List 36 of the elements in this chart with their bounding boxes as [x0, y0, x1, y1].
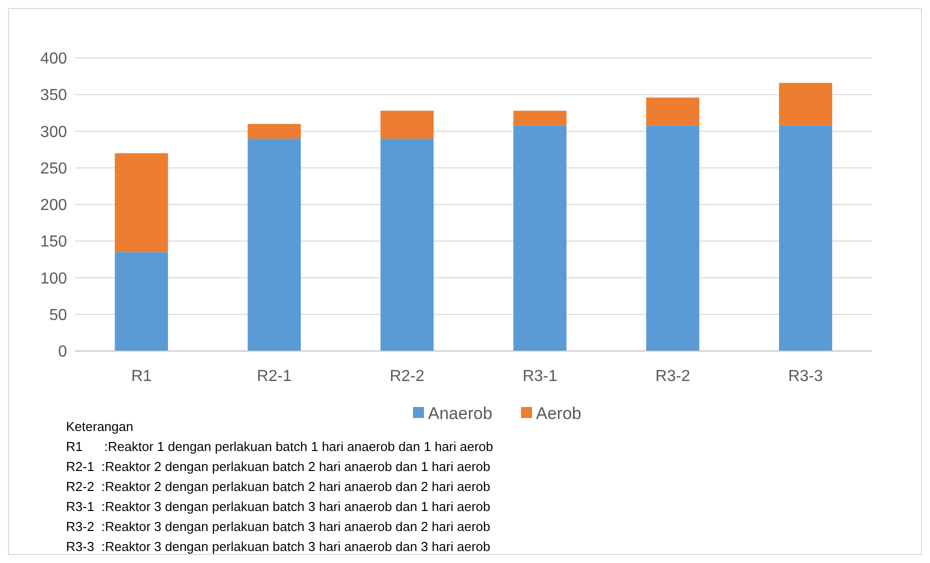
- y-tick-label: 0: [58, 344, 68, 361]
- text: R3-2 :Reaktor 3 dengan perlakuan batch 3 hari anaerob dan 2 hari aerob: [66, 519, 490, 534]
- x-tick-label: R2-2: [390, 368, 425, 385]
- x-tick-label: R3-2: [655, 368, 690, 385]
- y-tick-label: 50: [49, 306, 68, 324]
- bar: [380, 138, 434, 351]
- text: Keterangan: [66, 419, 134, 434]
- bar: [114, 153, 168, 252]
- text: R3-1 :Reaktor 3 dengan perlakuan batch 3 hari anaerob dan 1 hari aerob: [66, 499, 490, 514]
- x-tick-label: R3-3: [788, 368, 824, 385]
- bar: [114, 252, 168, 351]
- y-tick-label: 150: [40, 234, 68, 251]
- x-tick-label: R3-1: [522, 368, 558, 385]
- bar: [513, 110, 566, 126]
- y-tick-label: 400: [40, 50, 68, 68]
- bar: [779, 82, 832, 126]
- y-tick-label: 200: [40, 197, 68, 214]
- bar: [380, 110, 434, 139]
- y-tick-label: 300: [40, 124, 68, 141]
- text: R1 :Reaktor 1 dengan perlakuan batch 1 hari anaerob dan 1 hari aerob: [66, 439, 494, 454]
- y-tick-label: 250: [40, 160, 68, 178]
- x-tick-label: R2-1: [256, 368, 292, 385]
- text: R2-2 :Reaktor 2 dengan perlakuan batch 2 hari anaerob dan 2 hari aerob: [66, 479, 490, 494]
- y-tick-label: 100: [40, 270, 68, 288]
- y-tick-label: 350: [40, 87, 68, 104]
- text: R3-3 :Reaktor 3 dengan perlakuan batch 3 hari anaerob dan 3 hari aerob: [66, 539, 490, 554]
- bar: [646, 125, 700, 351]
- legend-label: Anaerob: [428, 404, 492, 423]
- bar: [248, 124, 301, 139]
- legend-label: Aerob: [536, 404, 582, 423]
- bar: [248, 138, 301, 351]
- bar: [646, 98, 700, 126]
- x-tick-label: R1: [131, 368, 152, 385]
- text: R2-1 :Reaktor 2 dengan perlakuan batch 2 hari anaerob dan 1 hari aerob: [66, 459, 490, 474]
- bar: [513, 125, 566, 351]
- bar: [779, 125, 832, 351]
